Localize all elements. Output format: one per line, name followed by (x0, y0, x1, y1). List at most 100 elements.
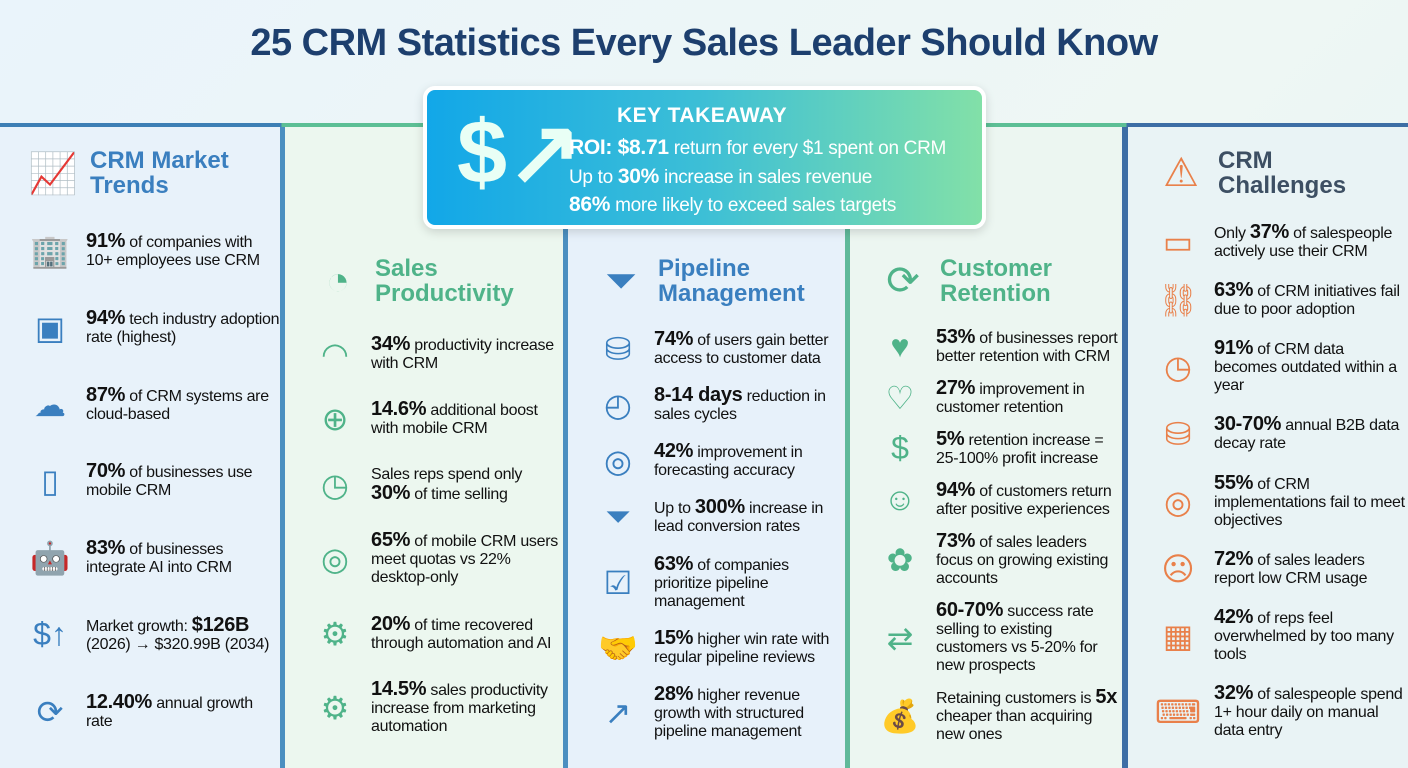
stat-item: 💰 Retaining customers is 5x cheaper than … (850, 685, 1122, 744)
stat-item: ⚙ 20% of time recovered through automatio… (285, 612, 563, 653)
stat-text: 83% of businesses integrate AI into CRM (86, 538, 280, 577)
stat-description: of salespeople spend 1+ hour daily on ma… (1214, 685, 1403, 739)
stat-item: 🤝 15% higher win rate with regular pipeli… (568, 626, 845, 667)
stat-description: productivity increase with CRM (371, 336, 554, 372)
stat-value: 72% (1214, 547, 1254, 570)
section-header: 📈 CRM Market Trends (0, 143, 280, 203)
stat-value: 74% (654, 328, 694, 351)
key-line: 86% more likely to exceed sales targets (569, 193, 896, 217)
stat-value: 5x (1095, 685, 1118, 708)
stat-text: 32% of salespeople spend 1+ hour daily o… (1214, 683, 1408, 740)
mobile-plus-icon: ⊕ (321, 401, 349, 438)
stat-description: retention increase = 25-100% profit incr… (936, 431, 1104, 467)
target-icon: ◎ (321, 541, 349, 578)
stat-description: annual growth rate (86, 694, 253, 730)
stat-value: 65% (371, 529, 411, 552)
database-search-icon: ⛁ (604, 331, 632, 368)
stat-description: of sales leaders report low CRM usage (1214, 551, 1368, 587)
stat-text: 42% of reps feel overwhelmed by too many… (1214, 607, 1408, 664)
stat-value: 20% (371, 612, 411, 635)
stat-value: 73% (936, 529, 976, 552)
stat-text: Up to 300% increase in lead conversion r… (654, 497, 845, 536)
stat-value: 63% (654, 552, 694, 575)
stat-value: 30% (371, 481, 411, 504)
section-title: Pipeline Management (658, 255, 805, 307)
stat-value: 94% (86, 307, 126, 330)
people-heart-icon: ♥ (890, 328, 910, 364)
stat-item: ⚙ 14.5% sales productivity increase from … (285, 679, 563, 736)
stat-item: $↑ Market growth: $126B (2026) → $320.99B… (0, 613, 280, 654)
stat-value: 42% (654, 440, 694, 463)
stat-item: ◷ 91% of CRM data becomes outdated within… (1128, 338, 1408, 395)
stat-text: 27% improvement in customer retention (936, 378, 1122, 417)
smartphone-icon: ▯ (41, 463, 59, 500)
heart-hand-icon: ♡ (885, 379, 915, 416)
stat-text: 42% improvement in forecasting accuracy (654, 440, 845, 480)
stat-item: ▭ Only 37% of salespeople actively use th… (1128, 222, 1408, 261)
stat-value: 5% (936, 427, 965, 450)
stat-text: 30-70% annual B2B data decay rate (1214, 414, 1408, 453)
stat-description: of CRM data becomes outdated within a ye… (1214, 341, 1397, 395)
stat-item: ▣ 94% tech industry adoption rate (highes… (0, 307, 280, 347)
stat-text: 5% retention increase = 25-100% profit i… (936, 427, 1122, 468)
stat-value: 70% (86, 460, 126, 483)
stat-value: $126B (191, 613, 250, 636)
bar-chart-growth-icon: 📈 (28, 151, 78, 196)
stat-text: 34% productivity increase with CRM (371, 334, 563, 373)
key-line: ROI: $8.71 return for every $1 spent on … (569, 136, 946, 160)
stat-description: reduction in sales cycles (654, 388, 826, 424)
column-customer-retention: ⟳ Customer Retention ♥ 53% of businesses re… (850, 127, 1128, 768)
stat-text: 65% of mobile CRM users meet quotas vs 2… (371, 529, 563, 587)
stat-text: 8-14 days reduction in sales cycles (654, 385, 845, 424)
stat-value: 55% (1214, 471, 1254, 494)
stat-list: ♥ 53% of businesses report better retenti… (850, 311, 1122, 768)
cloud-icon: ☁ (34, 386, 66, 423)
stat-description: additional boost with mobile CRM (371, 402, 538, 438)
robot-arm-icon: ⚙ (320, 615, 350, 652)
stat-text: 14.5% sales productivity increase from m… (371, 679, 563, 736)
stat-item: ▦ 42% of reps feel overwhelmed by too man… (1128, 607, 1408, 664)
key-line-bold: 30% (617, 165, 660, 188)
key-line-text: Up to (569, 167, 618, 188)
section-title: Customer Retention (940, 255, 1053, 307)
funnel-icon: ⏷ (605, 258, 637, 303)
section-title: CRM Challenges (1218, 147, 1347, 199)
stat-text: 55% of CRM implementations fail to meet … (1214, 471, 1408, 530)
section-header: ◔ Sales Productivity (285, 251, 563, 311)
stat-item: ☑ 63% of companies prioritize pipeline ma… (568, 552, 845, 611)
stat-item: ◎ 55% of CRM implementations fail to meet… (1128, 471, 1408, 530)
stat-text: 60-70% success rate selling to existing … (936, 600, 1122, 675)
stat-text: 91% of CRM data becomes outdated within … (1214, 338, 1408, 395)
stat-text: 53% of businesses report better retentio… (936, 327, 1122, 366)
gauge-icon: ◠ (321, 335, 349, 372)
keyboard-clock-icon: ⌨ (1154, 693, 1202, 730)
handshake-icon: 🤝 (598, 629, 638, 666)
section-header: ⟳ Customer Retention (850, 251, 1122, 311)
stat-value: 15% (654, 626, 694, 649)
target-miss-icon: ◎ (1164, 483, 1192, 520)
warning-icon: ⚠ (1163, 151, 1199, 195)
stat-description: higher win rate with regular pipeline re… (654, 630, 830, 666)
stat-description: of users gain better access to customer … (654, 332, 829, 368)
stat-text: 20% of time recovered through automation… (371, 612, 563, 653)
stat-text: 73% of sales leaders focus on growing ex… (936, 529, 1122, 588)
stat-text: 12.40% annual growth rate (86, 692, 280, 731)
stat-description: (2026) → $320.99B (2034) (86, 635, 270, 653)
stat-text: 74% of users gain better access to custo… (654, 328, 845, 368)
stat-text: 72% of sales leaders report low CRM usag… (1214, 547, 1408, 588)
stat-description: of CRM implementations fail to meet obje… (1214, 475, 1405, 529)
stat-description: Market growth: (86, 617, 192, 635)
key-line-bold: 86% (569, 193, 611, 216)
clock-megaphone-icon: ◷ (321, 466, 349, 503)
stat-description: of customers return after positive exper… (936, 482, 1112, 518)
stat-item: ⛁ 30-70% annual B2B data decay rate (1128, 414, 1408, 453)
stat-description: of CRM initiatives fail due to poor adop… (1214, 283, 1400, 319)
stat-list: 🏢 91% of companies with 10+ employees use… (0, 203, 280, 768)
stat-text: 94% of customers return after positive e… (936, 480, 1122, 519)
stat-text: Retaining customers is 5x cheaper than a… (936, 685, 1122, 744)
stat-description: improvement in forecasting accuracy (654, 444, 803, 480)
user-low-battery-icon: ▭ (1162, 224, 1194, 261)
section-header: ⏷ Pipeline Management (568, 251, 845, 311)
stat-description: of time selling (410, 485, 508, 503)
gears-icon: ⚙ (320, 690, 350, 727)
